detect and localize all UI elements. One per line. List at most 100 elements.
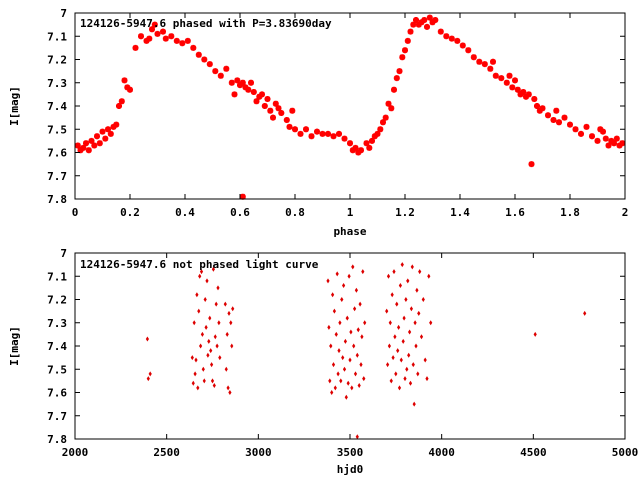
data-point xyxy=(112,120,121,129)
unphased-data-points xyxy=(145,262,587,440)
data-point xyxy=(211,67,220,76)
data-point xyxy=(363,320,367,326)
data-point xyxy=(244,85,253,94)
data-point xyxy=(395,67,404,76)
data-point xyxy=(401,338,405,344)
data-point xyxy=(533,331,537,337)
data-point xyxy=(227,310,231,316)
data-point xyxy=(148,371,152,377)
data-point xyxy=(365,143,374,152)
data-point xyxy=(288,106,297,115)
data-point xyxy=(146,376,150,382)
data-point xyxy=(530,95,539,103)
data-point xyxy=(412,401,416,407)
data-point xyxy=(197,308,201,314)
data-point xyxy=(527,160,536,169)
data-point xyxy=(328,378,332,384)
data-point xyxy=(347,273,351,279)
data-point xyxy=(302,125,310,134)
x-tick-label: 0 xyxy=(72,206,79,219)
data-point xyxy=(247,78,255,87)
phased-plot-title: 124126-5947.6 phased with P=3.83690day xyxy=(80,17,332,30)
unphased-plot-frame xyxy=(74,252,626,440)
data-point xyxy=(447,34,456,43)
data-point xyxy=(475,57,484,66)
data-point xyxy=(388,320,392,326)
data-point xyxy=(194,50,203,59)
data-point xyxy=(618,139,627,148)
data-point xyxy=(231,306,235,312)
x-tick-label: 4500 xyxy=(520,446,547,459)
data-point xyxy=(469,53,478,62)
data-point xyxy=(489,57,497,66)
data-point xyxy=(423,22,431,31)
data-point xyxy=(436,27,445,36)
data-point xyxy=(189,43,198,52)
data-point xyxy=(206,352,210,358)
data-point xyxy=(266,106,275,115)
data-point xyxy=(392,269,396,275)
unphased-plot: 2000 2500 3000 3500 4000 4500 5000 7 7.1 7.2 7.3 7.… xyxy=(8,247,638,476)
data-point xyxy=(226,385,230,391)
data-point xyxy=(408,380,413,386)
y-tick-label: 7.6 xyxy=(47,147,67,160)
data-point xyxy=(341,355,345,361)
data-point xyxy=(358,301,362,307)
data-point xyxy=(331,362,336,368)
data-point xyxy=(195,292,199,298)
data-point xyxy=(353,371,358,377)
y-tick-label: 7.2 xyxy=(47,294,67,307)
x-tick-label: 2000 xyxy=(62,446,89,459)
data-point xyxy=(117,97,126,106)
data-point xyxy=(386,273,391,279)
data-point xyxy=(402,315,406,321)
data-point xyxy=(398,53,407,62)
data-point xyxy=(82,139,90,148)
data-point xyxy=(505,71,514,80)
data-point xyxy=(90,141,99,150)
data-point xyxy=(357,146,365,155)
data-point xyxy=(420,16,429,24)
data-point xyxy=(552,106,561,115)
data-point xyxy=(376,125,385,134)
data-point xyxy=(205,60,214,69)
data-point xyxy=(351,264,355,270)
data-point xyxy=(601,134,610,143)
data-point xyxy=(193,371,197,377)
data-point xyxy=(386,362,390,368)
data-point xyxy=(502,78,511,87)
data-point xyxy=(416,371,420,377)
data-point xyxy=(339,378,343,384)
data-point xyxy=(544,111,552,120)
data-point xyxy=(396,348,400,354)
data-point xyxy=(214,301,218,307)
data-point xyxy=(398,283,402,288)
data-point xyxy=(200,55,209,64)
data-point xyxy=(453,36,462,45)
data-point xyxy=(413,320,417,326)
x-tick-label: 5000 xyxy=(612,446,639,459)
data-point xyxy=(352,343,356,349)
data-point xyxy=(393,334,397,340)
data-point xyxy=(425,376,429,382)
data-point xyxy=(202,378,206,384)
data-point xyxy=(390,292,394,298)
data-point xyxy=(210,362,214,368)
data-point xyxy=(392,74,401,83)
data-point xyxy=(95,139,104,148)
data-point xyxy=(329,132,338,141)
data-point xyxy=(458,41,467,50)
data-point xyxy=(212,383,216,388)
data-point xyxy=(260,102,269,110)
data-point xyxy=(191,380,195,386)
data-point xyxy=(84,146,93,155)
data-point xyxy=(418,269,422,275)
data-point xyxy=(414,343,418,349)
y-tick-label: 7.5 xyxy=(47,123,67,136)
x-tick-label: 4000 xyxy=(428,446,455,459)
data-point xyxy=(307,132,316,141)
data-point xyxy=(385,308,389,314)
data-point xyxy=(183,36,192,45)
phased-plot-frame xyxy=(74,12,626,200)
data-point xyxy=(213,334,217,340)
